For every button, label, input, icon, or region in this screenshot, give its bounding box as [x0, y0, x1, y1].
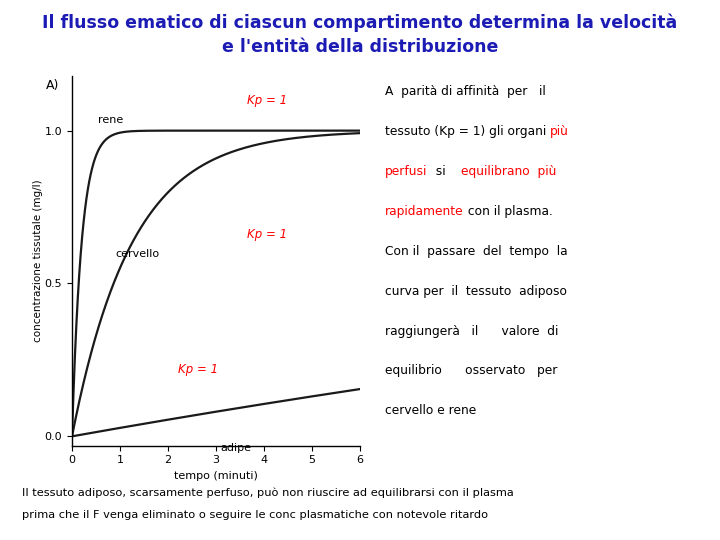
Text: cervello: cervello	[115, 249, 159, 259]
Text: Con il  passare  del  tempo  la: Con il passare del tempo la	[385, 245, 568, 258]
Text: A  parità di affinità  per   il: A parità di affinità per il	[385, 85, 546, 98]
Text: più: più	[550, 125, 570, 138]
Text: rene: rene	[99, 114, 124, 125]
Text: Il tessuto adiposo, scarsamente perfuso, può non riuscire ad equilibrarsi con il: Il tessuto adiposo, scarsamente perfuso,…	[22, 487, 513, 497]
Y-axis label: concentrazione tissutale (mg/l): concentrazione tissutale (mg/l)	[33, 179, 43, 342]
Text: Kp = 1: Kp = 1	[247, 93, 287, 106]
Text: A): A)	[45, 79, 59, 92]
Text: cervello e rene: cervello e rene	[385, 404, 477, 417]
Text: raggiungerà   il      valore  di: raggiungerà il valore di	[385, 325, 559, 338]
Text: equilibrio      osservato   per: equilibrio osservato per	[385, 364, 557, 377]
Text: prima che il F venga eliminato o seguire le conc plasmatiche con notevole ritard: prima che il F venga eliminato o seguire…	[22, 510, 487, 521]
Text: Il flusso ematico di ciascun compartimento determina la velocità: Il flusso ematico di ciascun compartimen…	[42, 14, 678, 32]
Text: con il plasma.: con il plasma.	[464, 205, 553, 218]
Text: tessuto (Kp = 1) gli organi: tessuto (Kp = 1) gli organi	[385, 125, 550, 138]
Text: perfusi: perfusi	[385, 165, 428, 178]
Text: rapidamente: rapidamente	[385, 205, 464, 218]
Text: Kp = 1: Kp = 1	[178, 362, 217, 376]
Text: equilibrano  più: equilibrano più	[461, 165, 556, 178]
Text: adipe: adipe	[221, 443, 252, 453]
X-axis label: tempo (minuti): tempo (minuti)	[174, 471, 258, 481]
Text: e l'entità della distribuzione: e l'entità della distribuzione	[222, 38, 498, 56]
Text: curva per  il  tessuto  adiposo: curva per il tessuto adiposo	[385, 285, 567, 298]
Text: Kp = 1: Kp = 1	[247, 228, 287, 241]
Text: si: si	[428, 165, 461, 178]
